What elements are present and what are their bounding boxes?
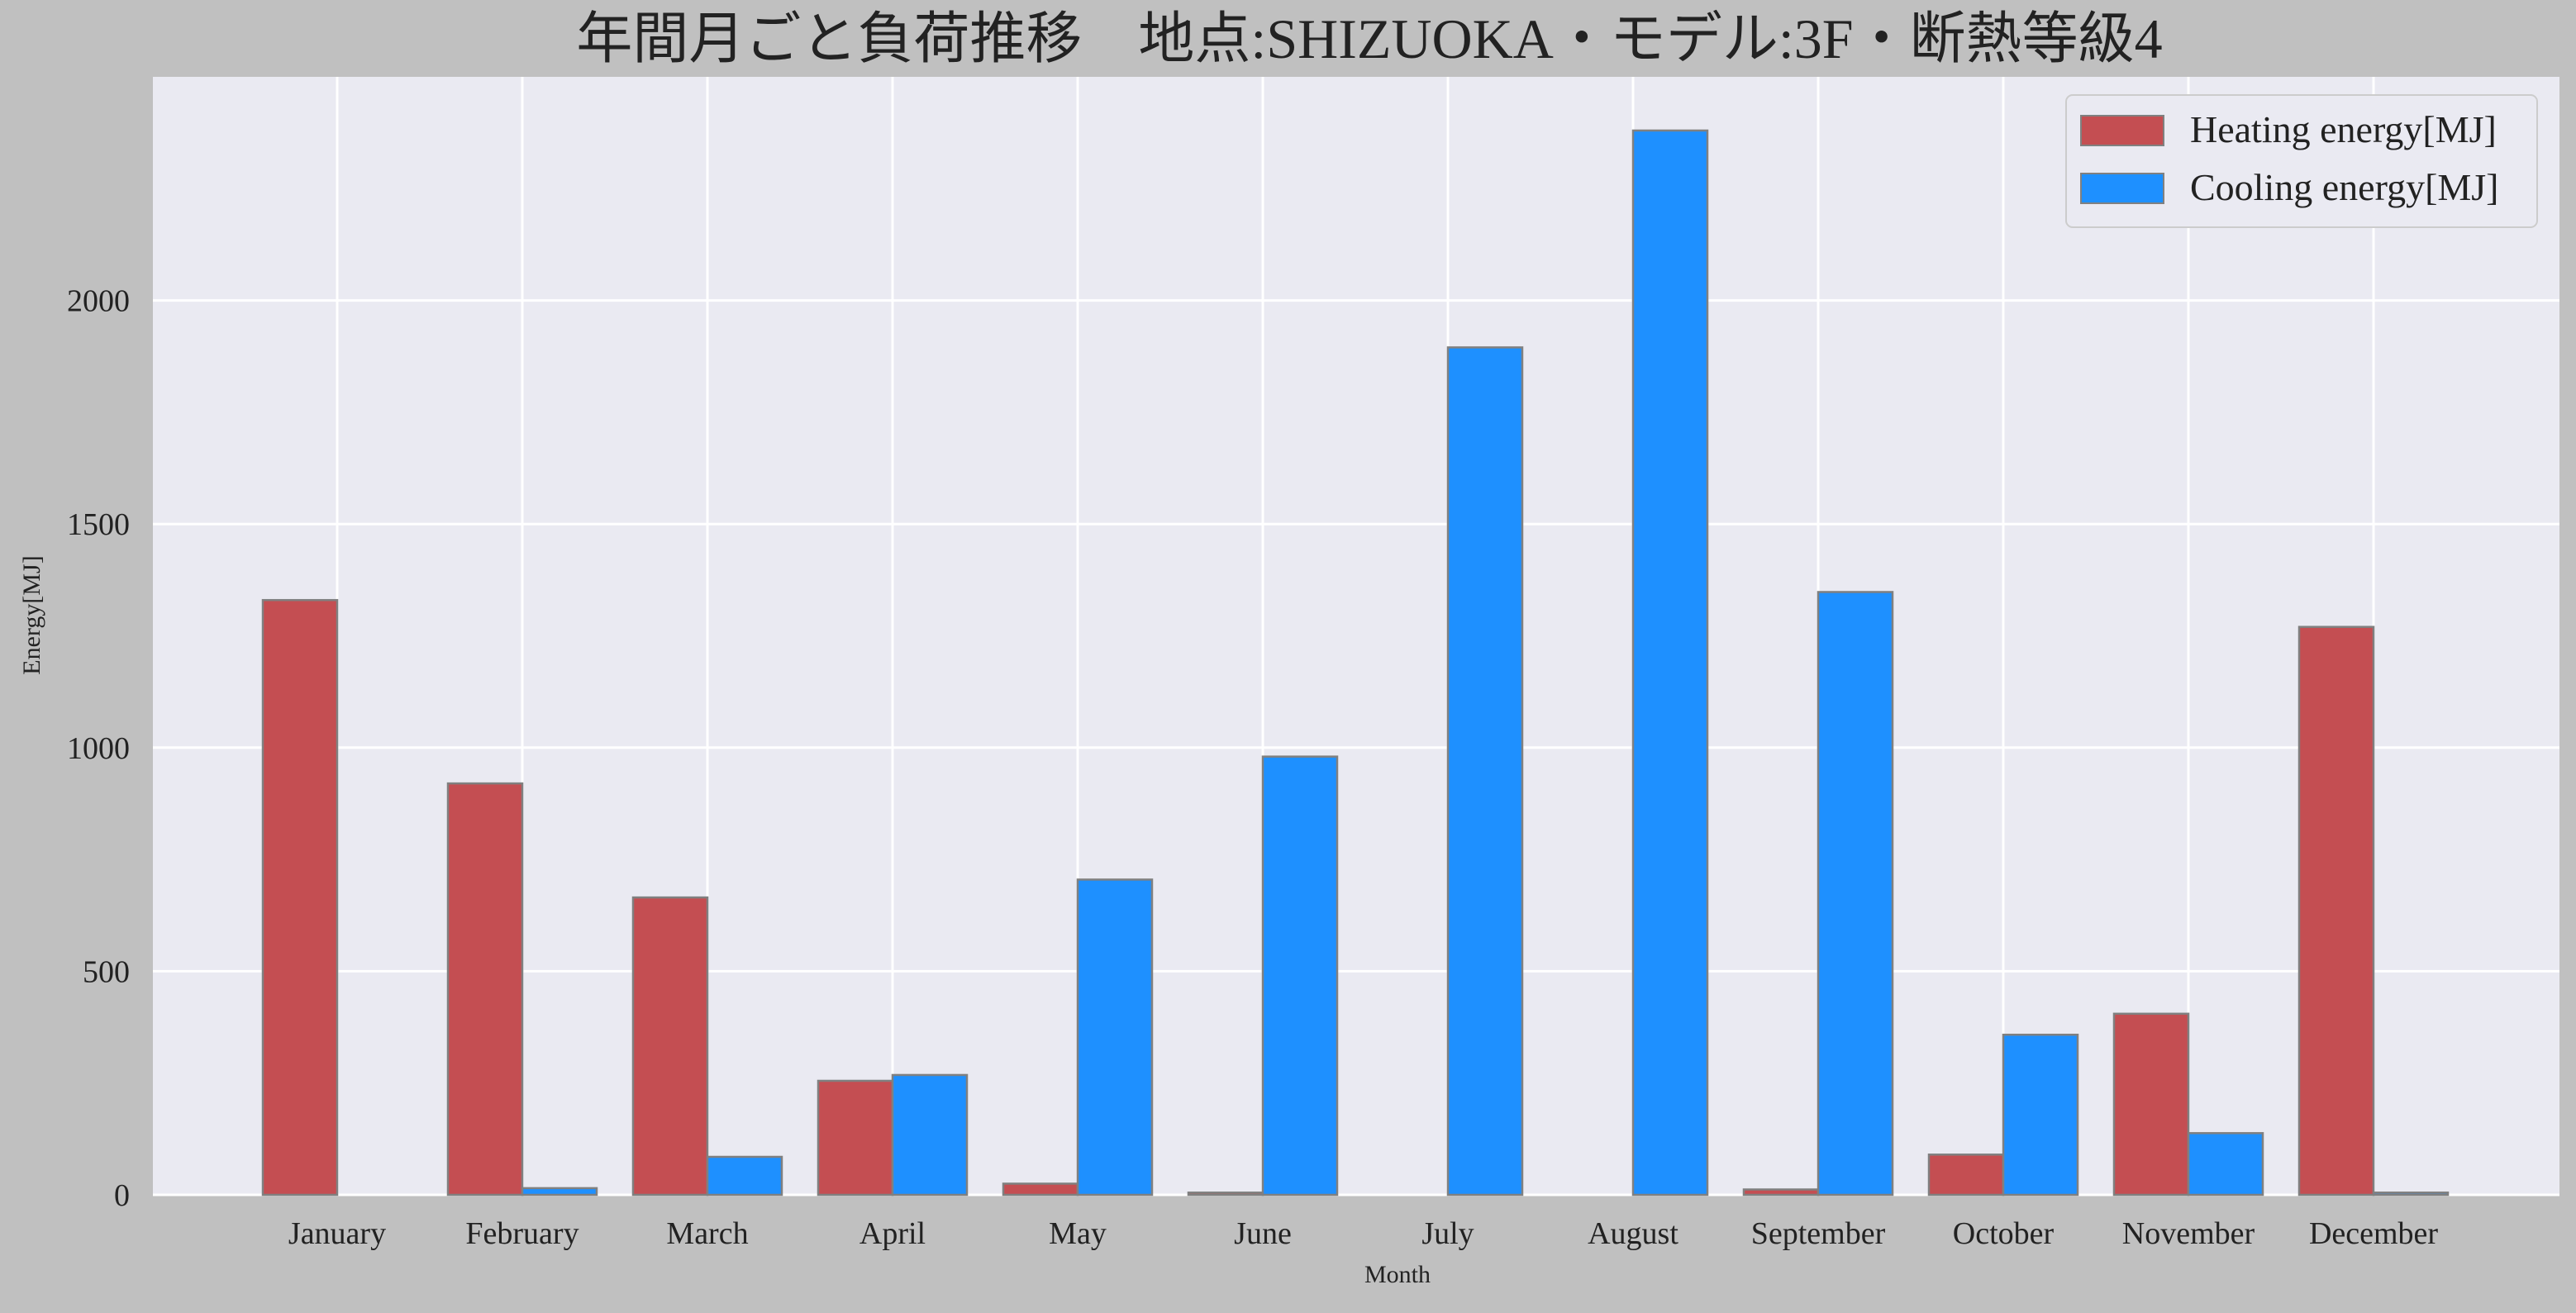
y-tick-labels: 0 500 1000 1500 2000 [67, 284, 130, 1213]
cooling-bar-march [706, 1155, 783, 1196]
x-tick-label: September [1751, 1216, 1886, 1251]
x-axis-label: Month [1364, 1261, 1431, 1288]
y-tick-label: 500 [83, 954, 130, 989]
heating-bar-november [2112, 1012, 2190, 1196]
y-axis-label: Energy[MJ] [18, 555, 45, 674]
cooling-bar-september [1817, 591, 1894, 1196]
heating-bar-january [261, 598, 339, 1196]
cooling-bar-november [2187, 1132, 2264, 1196]
x-tick-label: November [2122, 1216, 2255, 1251]
x-tick-label: February [465, 1216, 579, 1251]
legend-box [2065, 94, 2538, 228]
cooling-bar-july [1446, 346, 1524, 1196]
y-tick-label: 2000 [67, 284, 130, 319]
y-tick-label: 1000 [67, 731, 130, 766]
x-tick-label: July [1421, 1216, 1474, 1251]
cooling-bar-may [1076, 878, 1154, 1196]
y-tick-label: 1500 [67, 507, 130, 542]
cooling-bar-august [1631, 129, 1709, 1196]
legend-swatch [2080, 173, 2164, 204]
x-tick-label: December [2309, 1216, 2438, 1251]
legend-label: Heating energy[MJ] [2190, 108, 2497, 150]
legend: Heating energy[MJ] Cooling energy[MJ] [2065, 94, 2538, 228]
heating-bar-may [1002, 1182, 1079, 1196]
x-tick-labels: January February March April May June July Augu… [288, 1216, 2438, 1251]
cooling-bar-february [521, 1187, 598, 1196]
heating-bar-february [446, 782, 524, 1196]
heating-bar-march [631, 896, 709, 1196]
legend-label: Cooling energy[MJ] [2190, 166, 2499, 208]
heating-bar-april [817, 1079, 894, 1196]
heating-bar-june [1187, 1192, 1264, 1196]
legend-items: Heating energy[MJ] Cooling energy[MJ] [2080, 108, 2499, 208]
heating-bar-december [2297, 626, 2375, 1196]
chart-title: 年間月ごと負荷推移 地点:SHIZUOKA・モデル:3F・断熱等級4 [576, 7, 2162, 70]
cooling-bar-april [891, 1073, 969, 1196]
x-tick-label: May [1049, 1216, 1107, 1251]
cooling-bar-december [2372, 1192, 2450, 1196]
cooling-bar-june [1261, 755, 1339, 1196]
cooling-bar-october [2002, 1034, 2079, 1196]
y-tick-label: 0 [114, 1178, 130, 1213]
x-tick-label: August [1588, 1216, 1678, 1251]
legend-swatch [2080, 115, 2164, 146]
x-tick-label: June [1234, 1216, 1292, 1251]
x-tick-label: January [288, 1216, 386, 1251]
heating-bar-september [1742, 1188, 1820, 1196]
x-tick-label: October [1953, 1216, 2055, 1251]
plot-area [153, 77, 2559, 1195]
heating-bar-october [1927, 1154, 2005, 1196]
bars [261, 129, 2450, 1196]
x-tick-label: April [859, 1216, 926, 1251]
x-tick-label: March [666, 1216, 748, 1251]
